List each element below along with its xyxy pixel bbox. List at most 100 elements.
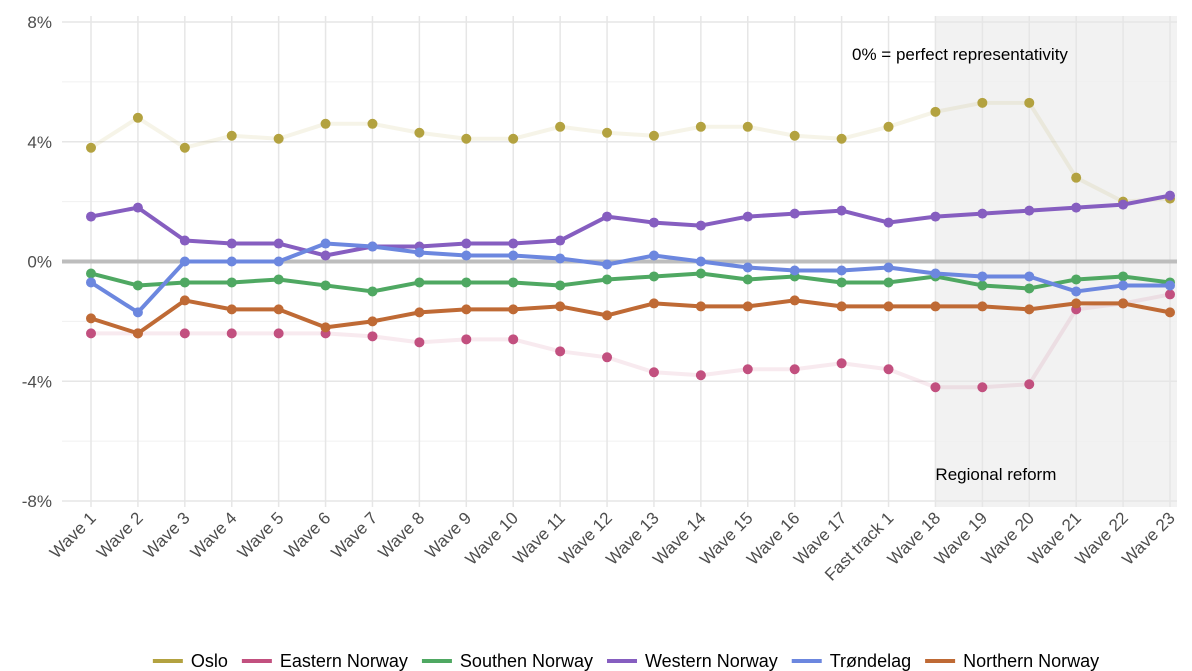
y-tick-label: 4% bbox=[27, 133, 52, 152]
data-point bbox=[86, 328, 96, 339]
data-point bbox=[508, 238, 519, 249]
data-point bbox=[1071, 274, 1082, 285]
data-point bbox=[836, 265, 847, 276]
data-point bbox=[273, 304, 284, 315]
data-point bbox=[273, 133, 284, 144]
data-point bbox=[414, 247, 425, 258]
data-point bbox=[273, 256, 284, 267]
data-point bbox=[461, 250, 472, 261]
x-tick-label: Wave 7 bbox=[328, 508, 382, 562]
data-point bbox=[226, 238, 237, 249]
data-point bbox=[836, 301, 847, 312]
data-point bbox=[226, 130, 237, 141]
data-point bbox=[461, 238, 472, 249]
data-point bbox=[132, 328, 143, 339]
data-point bbox=[367, 241, 378, 252]
data-point bbox=[789, 265, 800, 276]
y-tick-label: -4% bbox=[22, 372, 52, 391]
data-point bbox=[132, 307, 143, 318]
legend-label: Southen Norway bbox=[460, 651, 593, 671]
series-line bbox=[91, 292, 1171, 390]
data-point bbox=[367, 316, 378, 327]
data-point bbox=[179, 328, 190, 339]
data-point bbox=[602, 310, 613, 321]
series-line bbox=[89, 100, 1171, 204]
data-point bbox=[555, 301, 566, 312]
data-point bbox=[648, 367, 659, 378]
data-point bbox=[742, 262, 753, 273]
legend-label: Northern Norway bbox=[963, 651, 1099, 671]
x-tick-label: Wave 8 bbox=[374, 508, 428, 562]
data-point bbox=[414, 337, 425, 348]
data-point bbox=[555, 253, 566, 264]
legend-label: Eastern Norway bbox=[280, 651, 408, 671]
data-point bbox=[508, 133, 519, 144]
data-point bbox=[508, 250, 519, 261]
data-point bbox=[555, 121, 566, 132]
data-point bbox=[977, 382, 988, 393]
data-point bbox=[179, 295, 190, 306]
data-point bbox=[226, 328, 237, 339]
data-point bbox=[602, 352, 613, 363]
data-point bbox=[1024, 205, 1035, 216]
data-point bbox=[132, 280, 143, 291]
series-line bbox=[89, 241, 1170, 315]
data-point bbox=[179, 256, 190, 267]
series-line bbox=[90, 271, 1171, 294]
x-tick-label: Wave 6 bbox=[281, 508, 335, 562]
data-point bbox=[836, 133, 847, 144]
data-point bbox=[883, 277, 894, 288]
data-point bbox=[1071, 298, 1082, 309]
data-point bbox=[1071, 172, 1082, 183]
series-line bbox=[90, 298, 1171, 336]
data-point bbox=[836, 205, 847, 216]
series-line bbox=[90, 193, 1171, 258]
data-point bbox=[883, 217, 894, 228]
data-point bbox=[789, 364, 800, 375]
x-tick-label: Wave 2 bbox=[93, 508, 147, 562]
data-point bbox=[836, 358, 847, 369]
data-point bbox=[1024, 304, 1035, 315]
x-tick-label: Wave 4 bbox=[187, 508, 241, 562]
data-point bbox=[602, 274, 613, 285]
data-point bbox=[1118, 199, 1129, 210]
data-point bbox=[555, 346, 566, 357]
data-point bbox=[132, 112, 143, 123]
data-point bbox=[977, 271, 988, 282]
data-point bbox=[695, 370, 706, 381]
shaded-region-label: Regional reform bbox=[935, 465, 1056, 484]
data-point bbox=[977, 97, 988, 108]
data-point bbox=[602, 259, 613, 270]
data-point bbox=[367, 118, 378, 129]
data-point bbox=[508, 334, 519, 345]
data-point bbox=[1118, 298, 1129, 309]
data-point bbox=[1118, 271, 1129, 282]
data-point bbox=[930, 382, 941, 393]
data-point bbox=[414, 307, 425, 318]
data-point bbox=[836, 277, 847, 288]
x-tick-label: Wave 1 bbox=[46, 508, 100, 562]
data-point bbox=[602, 127, 613, 138]
data-point bbox=[86, 211, 96, 222]
data-point bbox=[648, 298, 659, 309]
data-point bbox=[742, 121, 753, 132]
data-point bbox=[461, 334, 472, 345]
legend-label: Trøndelag bbox=[830, 651, 911, 671]
x-tick-label: Wave 3 bbox=[140, 508, 194, 562]
data-point bbox=[555, 280, 566, 291]
data-point bbox=[1165, 280, 1175, 291]
data-point bbox=[695, 301, 706, 312]
data-point bbox=[273, 238, 284, 249]
data-point bbox=[977, 280, 988, 291]
data-point bbox=[132, 202, 143, 213]
annotation: 0% = perfect representativity bbox=[852, 45, 1068, 64]
data-point bbox=[86, 268, 96, 279]
data-point bbox=[1165, 307, 1175, 318]
data-point bbox=[320, 280, 331, 291]
data-point bbox=[695, 268, 706, 279]
data-point bbox=[1165, 289, 1175, 300]
data-point bbox=[1024, 271, 1035, 282]
y-tick-label: 8% bbox=[27, 13, 52, 32]
data-point bbox=[320, 238, 331, 249]
